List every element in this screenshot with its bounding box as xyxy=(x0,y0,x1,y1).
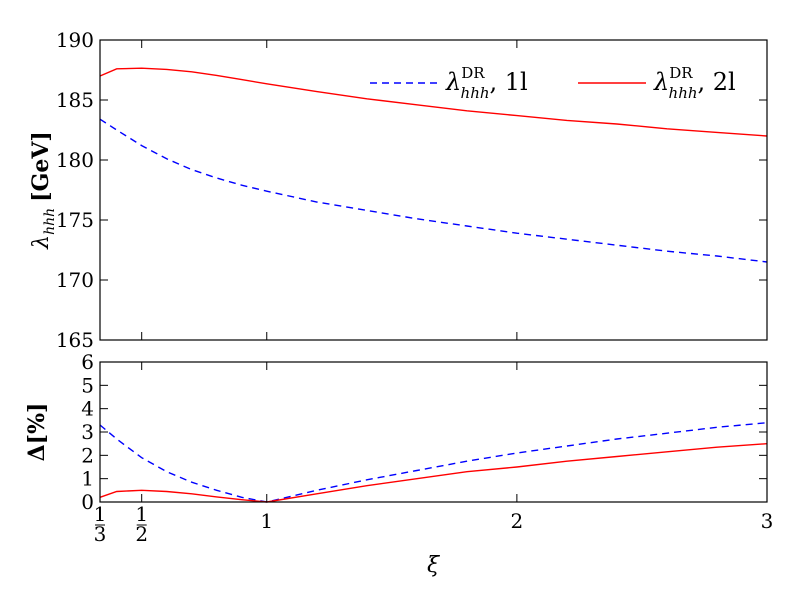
top-ytick-label: 175 xyxy=(56,208,94,232)
legend-1l-suffix: , 1l xyxy=(490,68,528,96)
legend-1l-base: λ xyxy=(445,68,461,96)
bottom-y-axis-label: Δ[%] xyxy=(24,403,50,462)
bottom-ytick-label: 4 xyxy=(81,397,94,421)
xtick-label: 1 xyxy=(260,509,273,533)
legend-1l-sup: DR xyxy=(461,64,485,82)
top-ytick-label: 180 xyxy=(56,148,94,172)
legend-1l-sub: hhh xyxy=(461,84,490,102)
top-ytick-label: 190 xyxy=(56,28,94,52)
legend-2l-sup: DR xyxy=(669,64,693,82)
xtick-frac-den: 2 xyxy=(135,522,148,546)
bottom-axes-frame xyxy=(99,361,768,503)
legend-2l-suffix: , 2l xyxy=(698,68,736,96)
bottom-series-blue-1l xyxy=(99,422,768,503)
bottom-plot-area xyxy=(99,422,768,503)
xtick-frac-num: 1 xyxy=(135,502,148,526)
legend: λDR hhh, 1l λDR hhh, 2l xyxy=(370,64,736,102)
bottom-ytick-label: 3 xyxy=(81,420,94,444)
legend-label-2l: λDR hhh, 2l xyxy=(653,64,736,102)
top-y-ticks: 165 170 175 180 185 190 xyxy=(56,28,768,352)
top-plot-area xyxy=(99,67,768,263)
top-series-red-2l xyxy=(99,67,768,137)
ylabel-lambda: λ xyxy=(29,235,54,250)
bottom-series-red-2l xyxy=(99,443,768,503)
bottom-ytick-label: 1 xyxy=(81,467,94,491)
top-ytick-label: 165 xyxy=(56,328,94,352)
top-series-blue-1l xyxy=(99,118,768,263)
x-axis-label: ξ xyxy=(427,553,441,578)
legend-2l-sub: hhh xyxy=(669,84,698,102)
top-axes-frame xyxy=(99,39,768,341)
bottom-ytick-label: 5 xyxy=(81,373,94,397)
bottom-ytick-label: 0 xyxy=(81,490,94,514)
xtick-label: 3 xyxy=(761,509,774,533)
xtick-frac-num: 1 xyxy=(94,502,107,526)
xtick-label: 2 xyxy=(511,509,524,533)
top-ytick-label: 185 xyxy=(56,88,94,112)
ylabel-unit: [GeV] xyxy=(28,131,54,202)
xtick-frac-den: 3 xyxy=(94,522,107,546)
legend-label-1l: λDR hhh, 1l xyxy=(445,64,528,102)
ylabel-sub: hhh xyxy=(42,208,58,235)
legend-2l-base: λ xyxy=(653,68,669,96)
bottom-ytick-label: 2 xyxy=(81,443,94,467)
top-y-axis-label: λhhh [GeV] xyxy=(28,131,58,250)
top-ytick-label: 170 xyxy=(56,268,94,292)
bottom-ytick-label: 6 xyxy=(81,350,94,374)
